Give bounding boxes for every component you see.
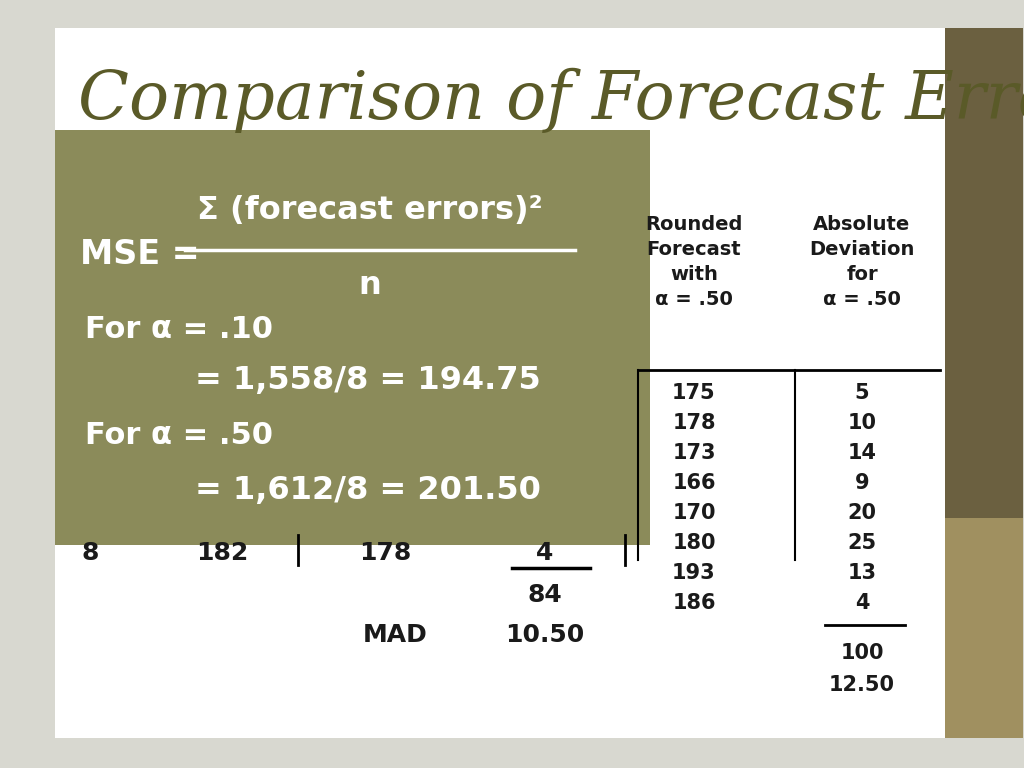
- Text: 4: 4: [855, 593, 869, 613]
- Text: 13: 13: [848, 563, 877, 583]
- Text: Absolute
Deviation
for
α = .50: Absolute Deviation for α = .50: [809, 215, 914, 309]
- Text: For α = .50: For α = .50: [85, 421, 273, 449]
- Text: Rounded
Forecast
with
α = .50: Rounded Forecast with α = .50: [645, 215, 742, 309]
- Text: 173: 173: [672, 443, 716, 463]
- Text: 170: 170: [672, 503, 716, 523]
- Text: 178: 178: [672, 413, 716, 433]
- Text: 166: 166: [672, 473, 716, 493]
- Text: MSE =: MSE =: [80, 239, 200, 272]
- Text: 5: 5: [855, 383, 869, 403]
- Bar: [945, 28, 1023, 738]
- Text: Σ (forecast errors)²: Σ (forecast errors)²: [198, 194, 543, 226]
- Text: 182: 182: [196, 541, 248, 565]
- Text: 100: 100: [841, 643, 884, 663]
- Text: = 1,612/8 = 201.50: = 1,612/8 = 201.50: [195, 475, 541, 505]
- Bar: [55, 130, 650, 545]
- Text: 10.50: 10.50: [506, 623, 585, 647]
- Text: For α = .10: For α = .10: [85, 316, 273, 345]
- Text: 14: 14: [848, 443, 877, 463]
- Text: 193: 193: [672, 563, 716, 583]
- Text: 12.50: 12.50: [829, 675, 895, 695]
- Text: 8: 8: [81, 541, 98, 565]
- Text: 180: 180: [672, 533, 716, 553]
- Text: 84: 84: [527, 583, 562, 607]
- Text: 10: 10: [848, 413, 877, 433]
- Text: n: n: [358, 270, 381, 300]
- Text: 186: 186: [672, 593, 716, 613]
- Text: 178: 178: [358, 541, 411, 565]
- Text: MAD: MAD: [362, 623, 427, 647]
- Bar: [55, 28, 950, 738]
- Text: 9: 9: [855, 473, 869, 493]
- Bar: [945, 518, 1023, 738]
- Text: 175: 175: [672, 383, 716, 403]
- Text: 20: 20: [848, 503, 877, 523]
- Text: 25: 25: [848, 533, 877, 553]
- Text: 4: 4: [537, 541, 554, 565]
- Text: Comparison of Forecast Error: Comparison of Forecast Error: [78, 68, 1024, 134]
- Text: = 1,558/8 = 194.75: = 1,558/8 = 194.75: [195, 365, 541, 396]
